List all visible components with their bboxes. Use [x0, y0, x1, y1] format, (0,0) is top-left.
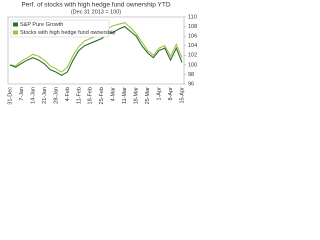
- x-tick-label: 21-Jan: [42, 87, 48, 104]
- chart: Perf. of stocks with high hedge fund own…: [7, 2, 197, 105]
- x-tick-label: 11-Mar: [122, 87, 128, 104]
- y-tick-label: 106: [188, 34, 197, 40]
- legend-swatch: [13, 22, 18, 27]
- x-tick-label: 15-Apr: [179, 87, 185, 104]
- x-tick-label: 25-Feb: [99, 87, 105, 104]
- legend-swatch: [13, 30, 18, 35]
- line-series: [9, 25, 183, 77]
- chart-title: Perf. of stocks with high hedge fund own…: [21, 2, 170, 9]
- x-tick-label: 14-Jan: [30, 87, 36, 104]
- y-tick-label: 100: [188, 62, 197, 68]
- x-tick-label: 28-Jan: [53, 87, 59, 104]
- x-tick-label: 4-Feb: [65, 87, 71, 101]
- x-tick-label: 1-Apr: [157, 87, 163, 101]
- page: {"chart_data": {"type": "line", "title":…: [0, 0, 210, 116]
- y-tick-label: 96: [188, 81, 194, 87]
- legend-label: S&P Pure Growth: [20, 22, 63, 28]
- plot-frame: [7, 16, 185, 85]
- y-tick-label: 108: [188, 24, 197, 30]
- y-tick-label: 98: [188, 72, 194, 78]
- chart-subtitle: (Dec 31 2013 = 100): [71, 9, 121, 15]
- legend-label: Stocks with high hedge fund ownership: [20, 30, 115, 36]
- x-tick-label: 11-Feb: [76, 87, 82, 104]
- x-tick-label: 8-Apr: [168, 87, 174, 101]
- x-tick-label: 31-Dec: [7, 87, 13, 105]
- x-tick-label: 18-Mar: [134, 87, 140, 105]
- x-tick-label: 18-Feb: [88, 87, 94, 104]
- y-tick-label: 110: [188, 14, 197, 20]
- y-tick-label: 102: [188, 53, 197, 59]
- legend-box: [10, 19, 110, 38]
- y-tick-label: 104: [188, 43, 197, 49]
- x-tick-label: 25-Mar: [145, 87, 151, 105]
- x-tick-label: 4-Mar: [111, 87, 117, 102]
- x-tick-label: 7-Jan: [19, 87, 25, 101]
